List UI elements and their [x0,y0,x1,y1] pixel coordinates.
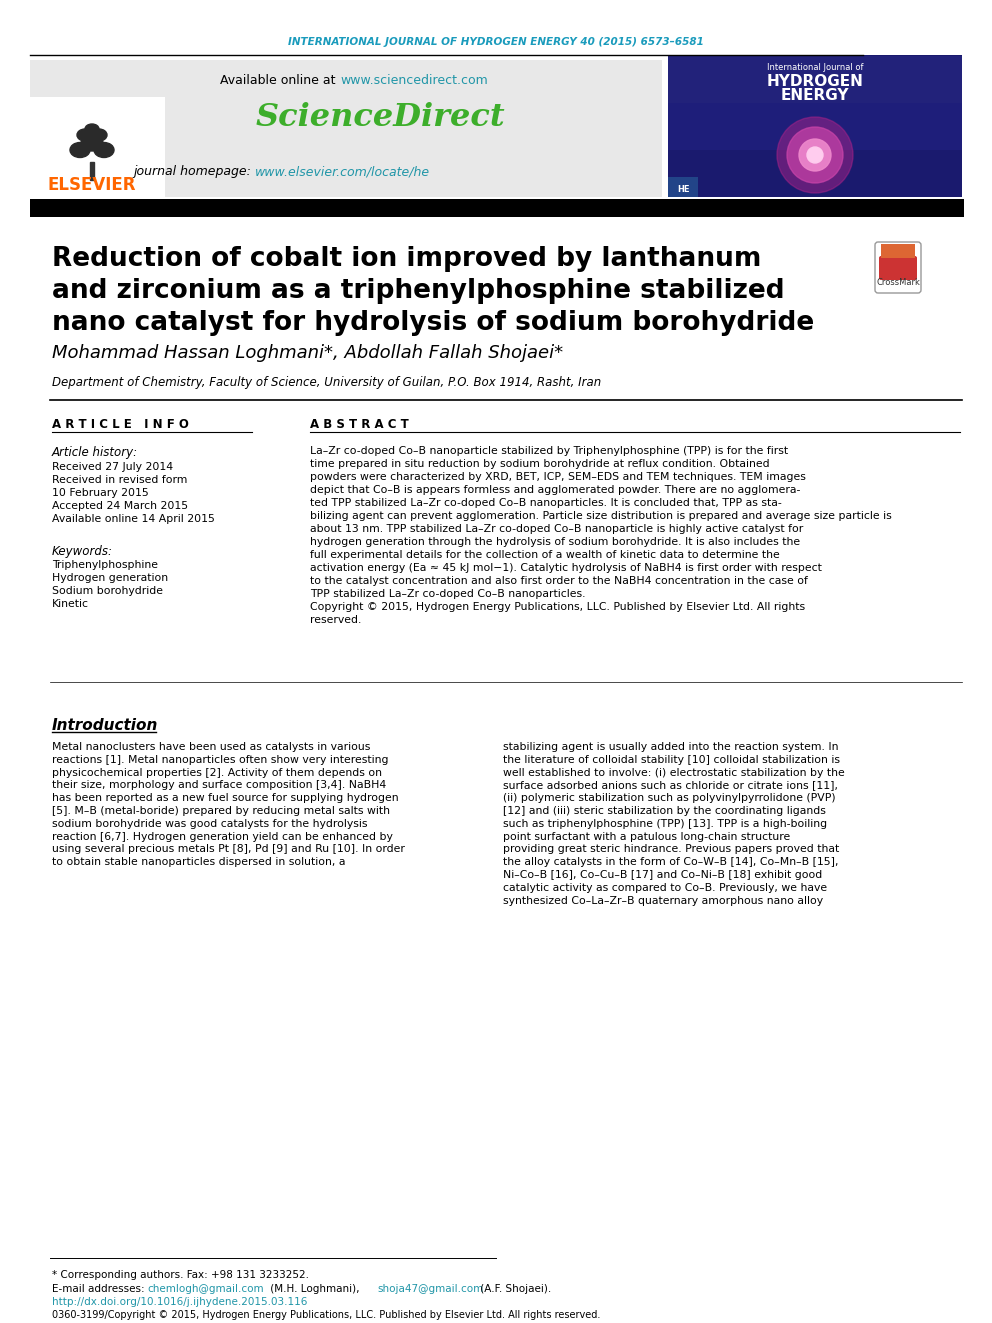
Text: Sodium borohydride: Sodium borohydride [52,586,163,595]
Text: the literature of colloidal stability [10] colloidal stabilization is: the literature of colloidal stability [1… [503,755,840,765]
Ellipse shape [94,143,114,157]
Text: Introduction: Introduction [52,718,159,733]
Text: Article history:: Article history: [52,446,138,459]
Text: Accepted 24 March 2015: Accepted 24 March 2015 [52,501,188,511]
Text: ScienceDirect: ScienceDirect [255,102,505,134]
Text: A R T I C L E   I N F O: A R T I C L E I N F O [52,418,188,431]
Text: powders were characterized by XRD, BET, ICP, SEM–EDS and TEM techniques. TEM ima: powders were characterized by XRD, BET, … [310,472,806,482]
Circle shape [777,116,853,193]
Text: full experimental details for the collection of a wealth of kinetic data to dete: full experimental details for the collec… [310,550,780,560]
Text: catalytic activity as compared to Co–B. Previously, we have: catalytic activity as compared to Co–B. … [503,882,827,893]
Bar [30,198,964,217]
Text: ELSEVIER: ELSEVIER [48,176,136,194]
Text: such as triphenylphosphine (TPP) [13]. TPP is a high-boiling: such as triphenylphosphine (TPP) [13]. T… [503,819,827,828]
Text: Hydrogen generation: Hydrogen generation [52,573,168,583]
Ellipse shape [91,130,107,142]
Text: Department of Chemistry, Faculty of Science, University of Guilan, P.O. Box 1914: Department of Chemistry, Faculty of Scie… [52,376,601,389]
Text: A B S T R A C T: A B S T R A C T [310,418,409,431]
Text: TPP stabilized La–Zr co-doped Co–B nanoparticles.: TPP stabilized La–Zr co-doped Co–B nanop… [310,589,585,599]
Text: (M.H. Loghmani),: (M.H. Loghmani), [267,1285,363,1294]
Text: reserved.: reserved. [310,615,361,624]
Circle shape [787,127,843,183]
Text: * Corresponding authors. Fax: +98 131 3233252.: * Corresponding authors. Fax: +98 131 32… [52,1270,309,1279]
Text: http://dx.doi.org/10.1016/j.ijhydene.2015.03.116: http://dx.doi.org/10.1016/j.ijhydene.201… [52,1297,308,1307]
Text: [12] and (iii) steric stabilization by the coordinating ligands: [12] and (iii) steric stabilization by t… [503,806,826,816]
Ellipse shape [85,124,99,134]
Text: E-mail addresses:: E-mail addresses: [52,1285,148,1294]
FancyBboxPatch shape [879,255,917,280]
FancyBboxPatch shape [875,242,921,292]
Bar [668,177,698,197]
Text: (A.F. Shojaei).: (A.F. Shojaei). [477,1285,552,1294]
Text: HYDROGEN: HYDROGEN [767,74,863,90]
Text: Received in revised form: Received in revised form [52,475,187,486]
Text: Metal nanoclusters have been used as catalysts in various: Metal nanoclusters have been used as cat… [52,742,370,751]
Text: reaction [6,7]. Hydrogen generation yield can be enhanced by: reaction [6,7]. Hydrogen generation yiel… [52,832,393,841]
Bar [668,103,962,149]
Text: has been reported as a new fuel source for supplying hydrogen: has been reported as a new fuel source f… [52,794,399,803]
Bar [30,60,662,197]
Text: Triphenylphosphine: Triphenylphosphine [52,560,158,570]
Text: Keywords:: Keywords: [52,545,113,558]
Text: to the catalyst concentration and also first order to the NaBH4 concentration in: to the catalyst concentration and also f… [310,576,807,586]
Circle shape [807,147,823,163]
Text: point surfactant with a patulous long-chain structure: point surfactant with a patulous long-ch… [503,832,791,841]
Text: reactions [1]. Metal nanoparticles often show very interesting: reactions [1]. Metal nanoparticles often… [52,755,389,765]
Text: International Journal of: International Journal of [767,64,863,73]
Text: hydrogen generation through the hydrolysis of sodium borohydride. It is also inc: hydrogen generation through the hydrolys… [310,537,801,546]
Text: using several precious metals Pt [8], Pd [9] and Ru [10]. In order: using several precious metals Pt [8], Pd… [52,844,405,855]
Text: INTERNATIONAL JOURNAL OF HYDROGEN ENERGY 40 (2015) 6573–6581: INTERNATIONAL JOURNAL OF HYDROGEN ENERGY… [288,37,704,48]
Text: activation energy (Ea ≈ 45 kJ mol−1). Catalytic hydrolysis of NaBH4 is first ord: activation energy (Ea ≈ 45 kJ mol−1). Ca… [310,564,822,573]
Text: Available online at: Available online at [220,74,340,86]
Ellipse shape [77,130,93,142]
Text: HE: HE [677,185,689,194]
Text: synthesized Co–La–Zr–B quaternary amorphous nano alloy: synthesized Co–La–Zr–B quaternary amorph… [503,896,823,906]
Ellipse shape [81,135,103,151]
Text: Reduction of cobalt ion improved by lanthanum: Reduction of cobalt ion improved by lant… [52,246,762,273]
Bar [668,56,962,197]
Text: shoja47@gmail.com: shoja47@gmail.com [377,1285,483,1294]
Text: Mohammad Hassan Loghmani*, Abdollah Fallah Shojaei*: Mohammad Hassan Loghmani*, Abdollah Fall… [52,344,563,363]
Text: www.sciencedirect.com: www.sciencedirect.com [340,74,488,86]
Text: Kinetic: Kinetic [52,599,89,609]
Ellipse shape [70,143,90,157]
Text: physicochemical properties [2]. Activity of them depends on: physicochemical properties [2]. Activity… [52,767,382,778]
Text: to obtain stable nanoparticles dispersed in solution, a: to obtain stable nanoparticles dispersed… [52,857,345,867]
Text: Ni–Co–B [16], Co–Cu–B [17] and Co–Ni–B [18] exhibit good: Ni–Co–B [16], Co–Cu–B [17] and Co–Ni–B [… [503,871,822,880]
Text: sodium borohydride was good catalysts for the hydrolysis: sodium borohydride was good catalysts fo… [52,819,367,828]
Circle shape [799,139,831,171]
Text: 0360-3199/Copyright © 2015, Hydrogen Energy Publications, LLC. Published by Else: 0360-3199/Copyright © 2015, Hydrogen Ene… [52,1310,600,1320]
Text: stabilizing agent is usually added into the reaction system. In: stabilizing agent is usually added into … [503,742,838,751]
Text: nano catalyst for hydrolysis of sodium borohydride: nano catalyst for hydrolysis of sodium b… [52,310,814,336]
Text: chemlogh@gmail.com: chemlogh@gmail.com [147,1285,264,1294]
Bar [668,149,962,197]
Text: journal homepage:: journal homepage: [133,165,255,179]
Text: La–Zr co-doped Co–B nanoparticle stabilized by Triphenylphosphine (TPP) is for t: La–Zr co-doped Co–B nanoparticle stabili… [310,446,788,456]
Text: well established to involve: (i) electrostatic stabilization by the: well established to involve: (i) electro… [503,767,845,778]
Text: Available online 14 April 2015: Available online 14 April 2015 [52,515,215,524]
Text: their size, morphology and surface composition [3,4]. NaBH4: their size, morphology and surface compo… [52,781,386,790]
Bar [668,56,962,103]
Bar [30,97,165,197]
Text: time prepared in situ reduction by sodium borohydride at reflux condition. Obtai: time prepared in situ reduction by sodiu… [310,459,770,468]
Text: the alloy catalysts in the form of Co–W–B [14], Co–Mn–B [15],: the alloy catalysts in the form of Co–W–… [503,857,838,867]
Text: [5]. M–B (metal-boride) prepared by reducing metal salts with: [5]. M–B (metal-boride) prepared by redu… [52,806,390,816]
Text: ted TPP stabilized La–Zr co-doped Co–B nanoparticles. It is concluded that, TPP : ted TPP stabilized La–Zr co-doped Co–B n… [310,497,782,508]
Text: bilizing agent can prevent agglomeration. Particle size distribution is prepared: bilizing agent can prevent agglomeration… [310,511,892,521]
Text: surface adsorbed anions such as chloride or citrate ions [11],: surface adsorbed anions such as chloride… [503,781,838,790]
Text: ENERGY: ENERGY [781,89,849,103]
Text: depict that Co–B is appears formless and agglomerated powder. There are no agglo: depict that Co–B is appears formless and… [310,486,801,495]
Text: 10 February 2015: 10 February 2015 [52,488,149,497]
Text: and zirconium as a triphenylphosphine stabilized: and zirconium as a triphenylphosphine st… [52,278,785,304]
FancyBboxPatch shape [881,243,915,258]
Bar [90,161,94,180]
Text: CrossMark: CrossMark [876,278,920,287]
Text: www.elsevier.com/locate/he: www.elsevier.com/locate/he [255,165,431,179]
Text: providing great steric hindrance. Previous papers proved that: providing great steric hindrance. Previo… [503,844,839,855]
Text: Copyright © 2015, Hydrogen Energy Publications, LLC. Published by Elsevier Ltd. : Copyright © 2015, Hydrogen Energy Public… [310,602,806,613]
Text: Received 27 July 2014: Received 27 July 2014 [52,462,174,472]
Text: about 13 nm. TPP stabilized La–Zr co-doped Co–B nanoparticle is highly active ca: about 13 nm. TPP stabilized La–Zr co-dop… [310,524,804,534]
Text: (ii) polymeric stabilization such as polyvinylpyrrolidone (PVP): (ii) polymeric stabilization such as pol… [503,794,835,803]
